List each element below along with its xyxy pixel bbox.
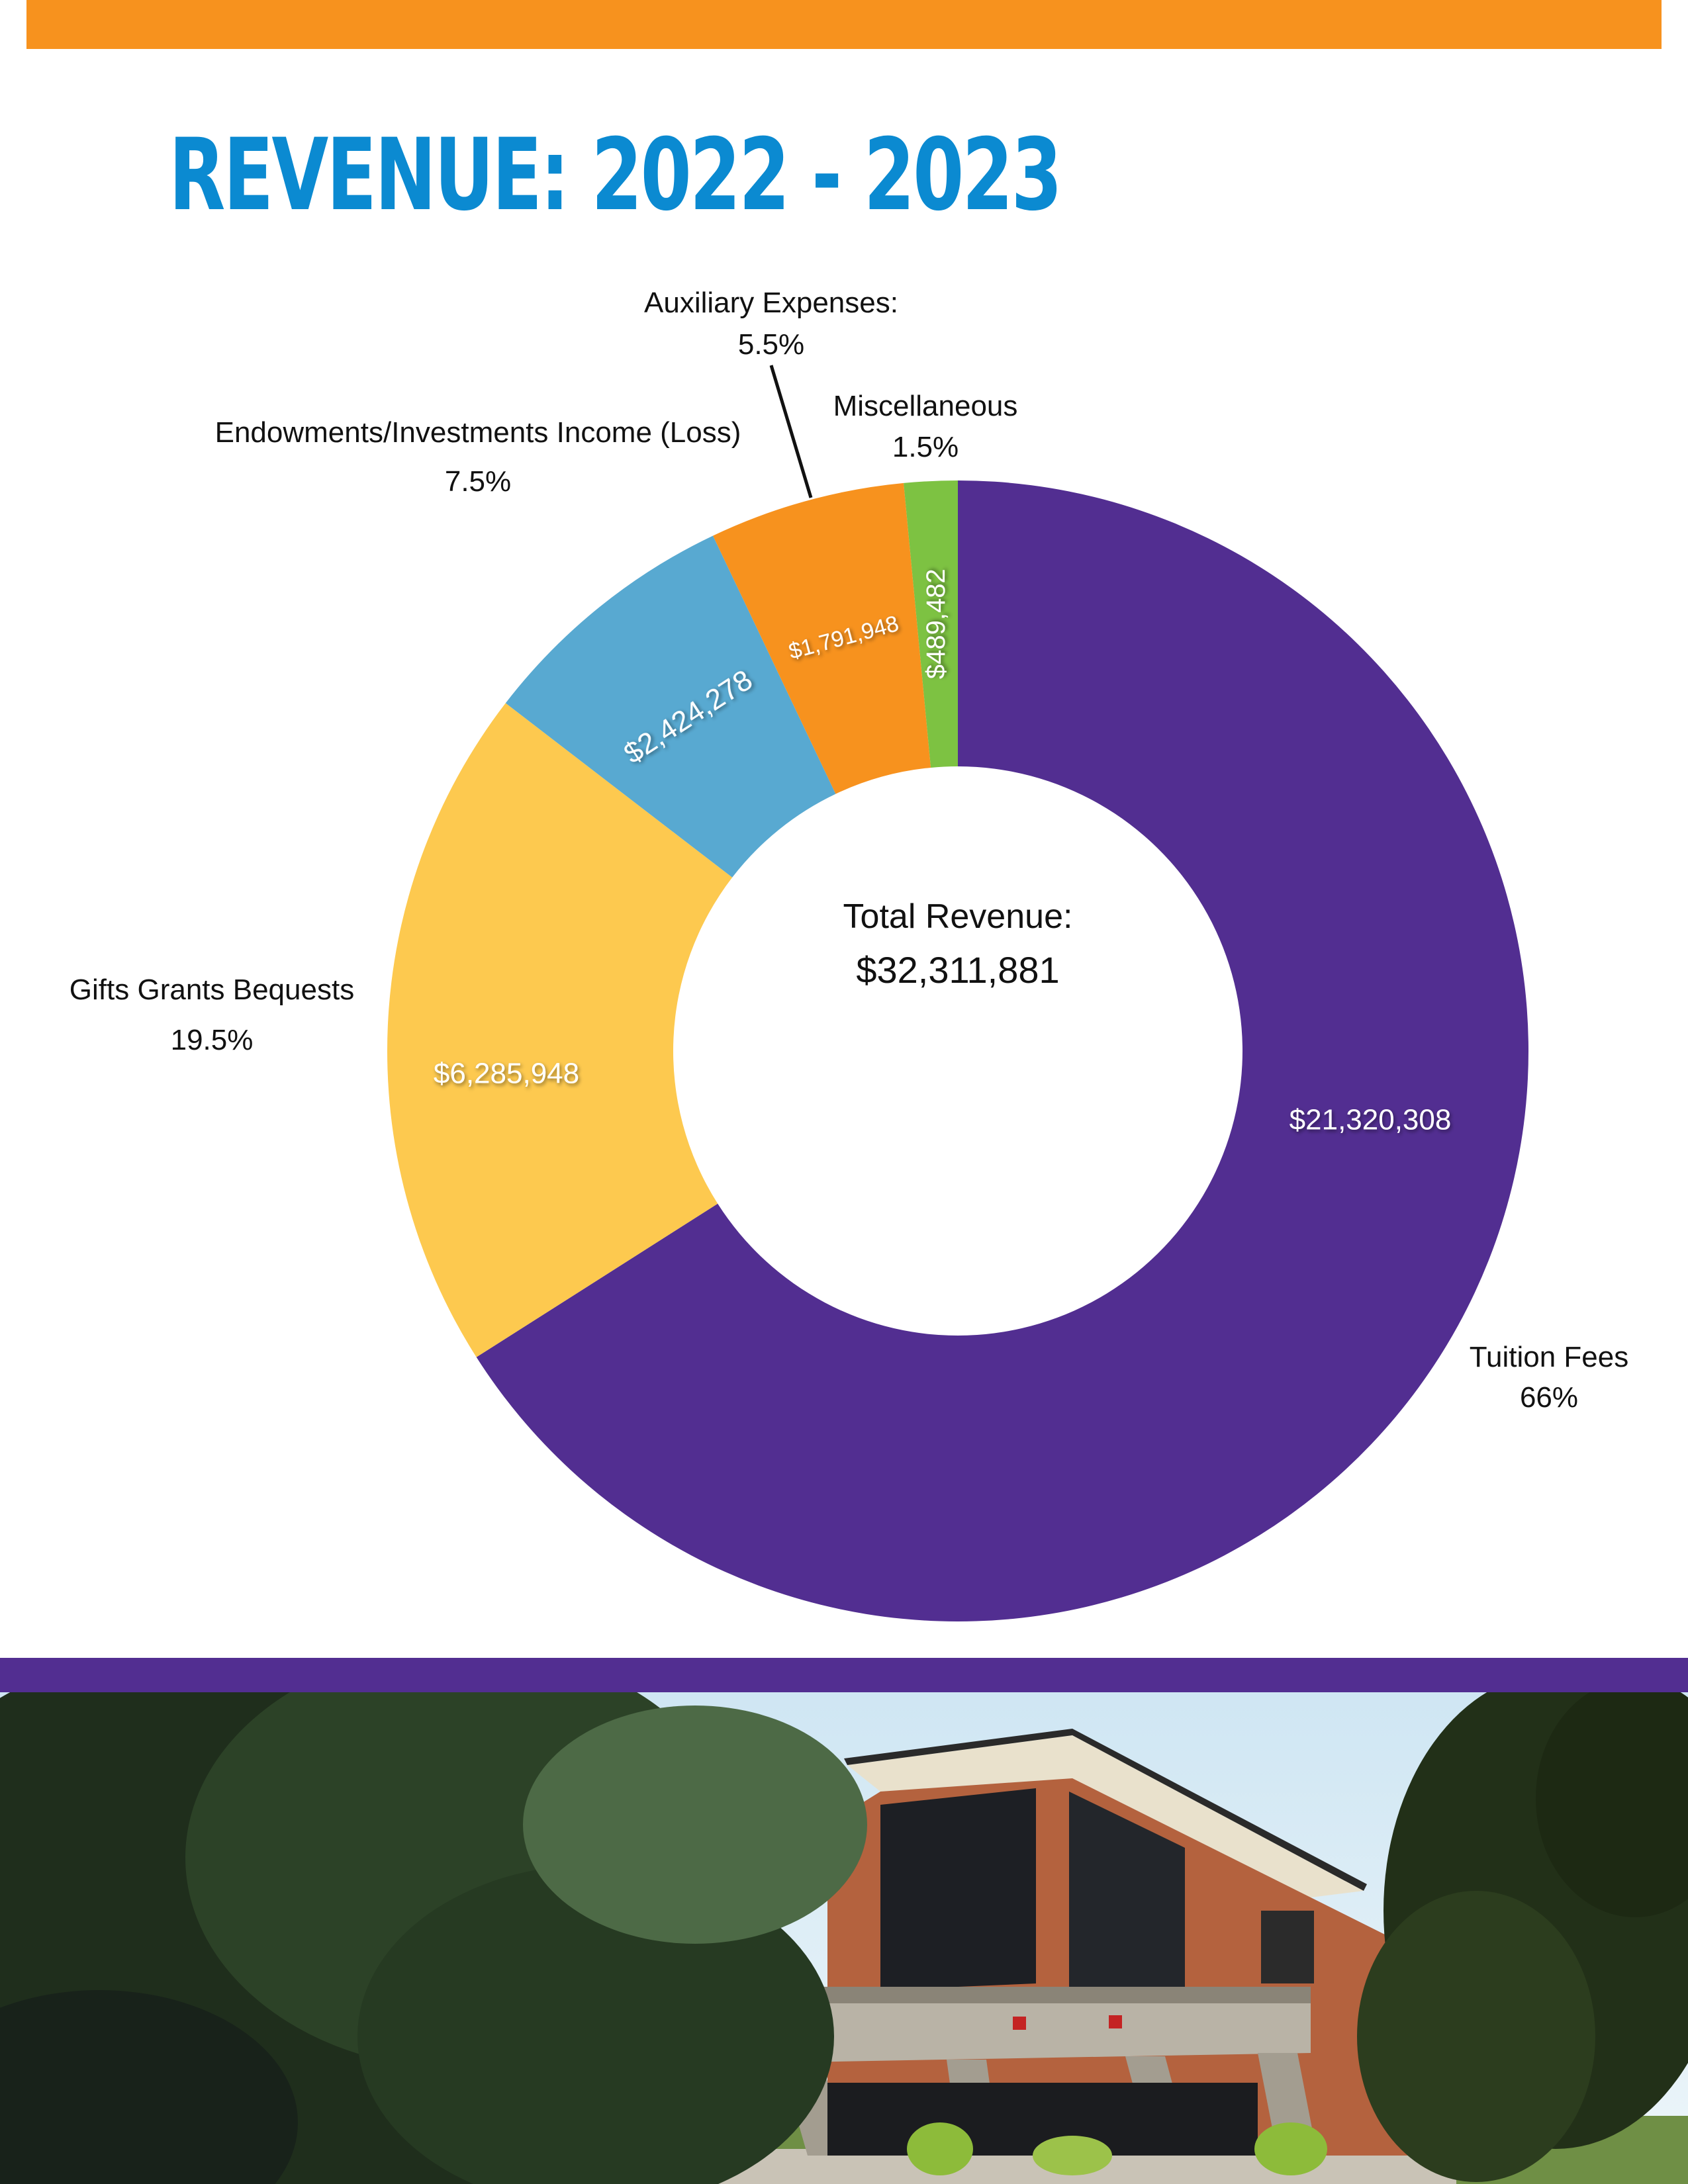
slice-miscellaneous [904,480,958,768]
category-label-auxiliary-expenses: Auxiliary Expenses: [644,287,898,319]
value-label-tuition-fees: $21,320,308 [1289,1104,1452,1136]
slice-endowments-investments-income-loss [505,535,836,878]
category-label-tuition-fees: Tuition Fees [1470,1341,1628,1373]
top-accent-bar [26,0,1662,49]
revenue-donut-chart: $21,320,308$6,285,948$2,424,278$1,791,94… [70,287,1628,1621]
purple-divider-band [0,1658,1688,1692]
percent-label-endowments-investments-income-loss: 7.5% [445,465,511,498]
slice-gifts-grants-bequests [387,703,733,1357]
leader-line-auxiliary-expenses [769,365,813,498]
percent-label-gifts-grants-bequests: 19.5% [171,1024,254,1056]
percent-label-tuition-fees: 66% [1520,1381,1578,1414]
campus-building-photo [0,1692,1688,2184]
category-label-miscellaneous: Miscellaneous [833,390,1018,422]
value-label-gifts-grants-bequests: $6,285,948 [434,1058,579,1090]
page-title: REVENUE: 2022 - 2023 [169,118,1062,233]
category-label-gifts-grants-bequests: Gifts Grants Bequests [70,974,354,1006]
percent-label-miscellaneous: 1.5% [892,431,959,463]
category-label-endowments-investments-income-loss: Endowments/Investments Income (Loss) [215,416,741,449]
slice-auxiliary-expenses [713,482,931,794]
center-total-value: $32,311,881 [856,949,1059,991]
slice-tuition-fees [476,480,1528,1621]
percent-label-auxiliary-expenses: 5.5% [738,328,804,361]
value-label-miscellaneous: $489,482 [921,569,951,679]
center-total-label: Total Revenue: [843,897,1073,936]
